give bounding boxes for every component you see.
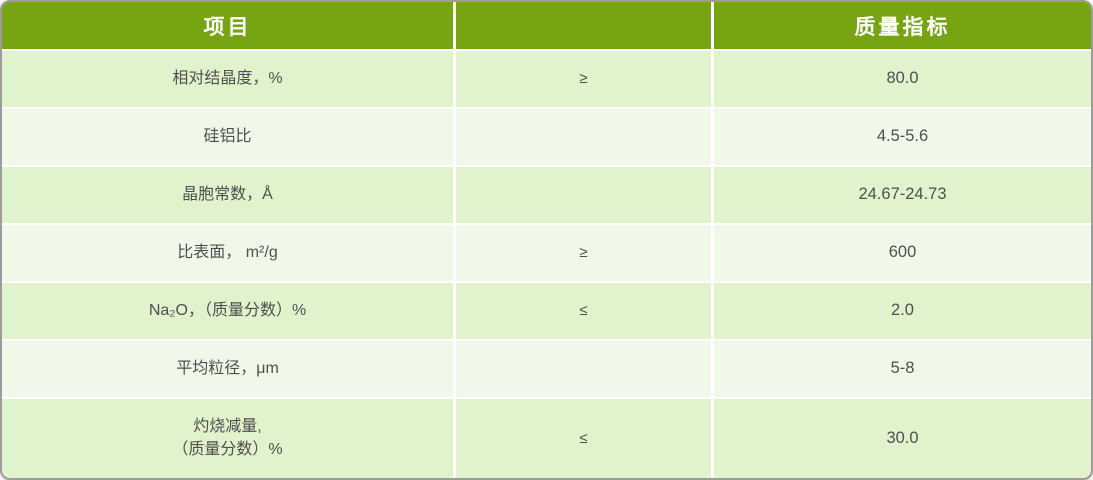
table-row-average-particle-size: 平均粒径，μm 5-8 [2,340,1091,397]
table-header-row: 项目 质量指标 [2,2,1091,49]
item-cell: 晶胞常数，Å [2,166,453,223]
condition-cell: ≤ [456,282,711,339]
value-cell: 24.67-24.73 [714,166,1091,223]
table-row-unit-cell-constant: 晶胞常数，Å 24.67-24.73 [2,166,1091,223]
header-cell-item: 项目 [2,2,453,49]
table-row-si-al-ratio: 硅铝比 4.5-5.6 [2,108,1091,165]
item-cell: Na₂O，（质量分数）% [2,282,453,339]
item-cell: 比表面， m²/g [2,224,453,281]
table-row-relative-crystallinity: 相对结晶度，% ≥ 80.0 [2,51,1091,107]
value-cell: 600 [714,224,1091,281]
table-row-loss-on-ignition: 灼烧减量, （质量分数）% ≤ 30.0 [2,398,1091,478]
table-row-na2o-mass-fraction: Na₂O，（质量分数）% ≤ 2.0 [2,282,1091,339]
item-cell: 灼烧减量, （质量分数）% [2,398,453,478]
value-cell: 4.5-5.6 [714,108,1091,165]
header-cell-condition [456,2,711,49]
condition-cell [456,166,711,223]
header-cell-quality-index: 质量指标 [714,2,1091,49]
value-cell: 5-8 [714,340,1091,397]
condition-cell [456,108,711,165]
item-cell: 相对结晶度，% [2,51,453,107]
item-cell: 硅铝比 [2,108,453,165]
value-cell: 30.0 [714,398,1091,478]
item-cell: 平均粒径，μm [2,340,453,397]
condition-cell [456,340,711,397]
condition-cell: ≤ [456,398,711,478]
value-cell: 80.0 [714,51,1091,107]
value-cell: 2.0 [714,282,1091,339]
table-row-specific-surface: 比表面， m²/g ≥ 600 [2,224,1091,281]
condition-cell: ≥ [456,224,711,281]
condition-cell: ≥ [456,51,711,107]
